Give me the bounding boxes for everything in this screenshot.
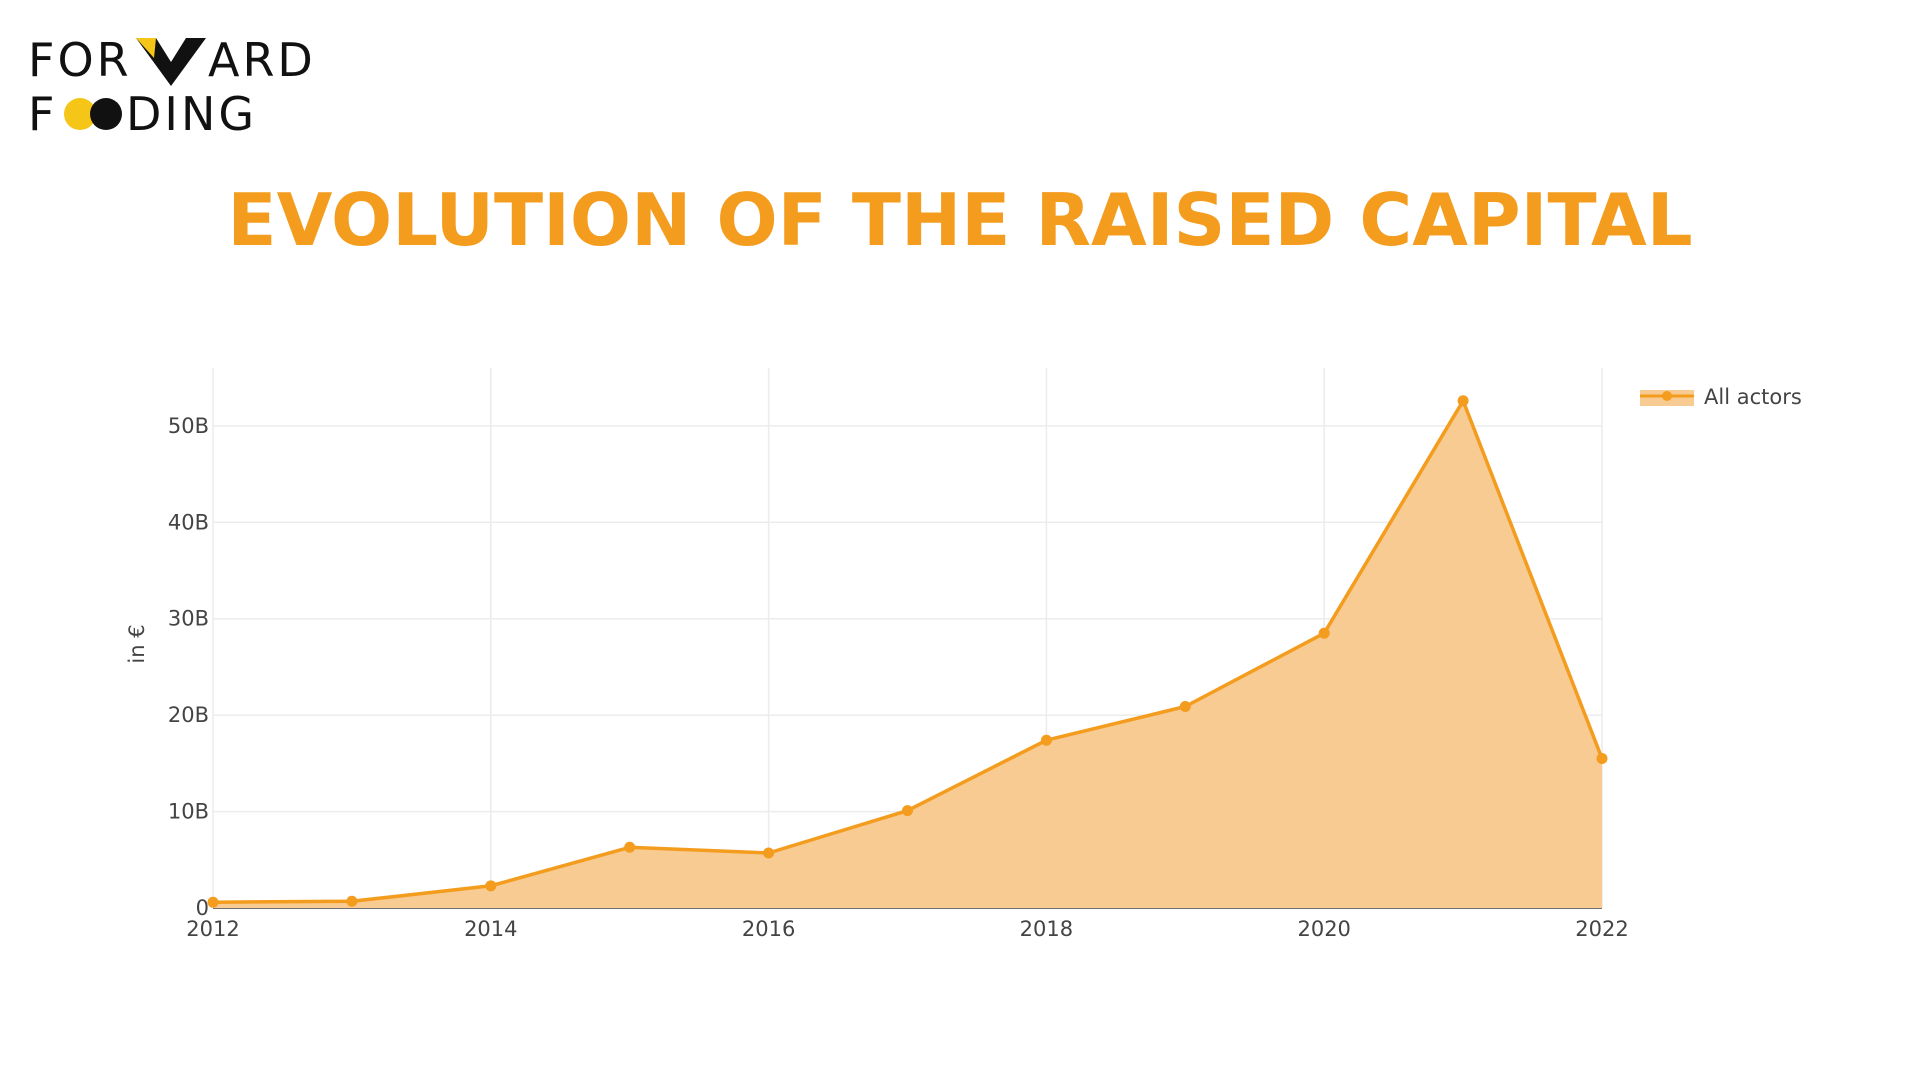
y-axis-ticks: 0 10B 20B 30B 40B 50B (168, 414, 209, 920)
y-tick-label-20B: 20B (168, 703, 209, 727)
x-tick-label-2018: 2018 (1020, 917, 1073, 941)
page-title: EVOLUTION OF THE RAISED CAPITAL (227, 178, 1693, 262)
data-point-2012[interactable] (207, 896, 219, 908)
data-point-2017[interactable] (902, 805, 913, 817)
logo-graphic: FOR ARD F DING (28, 33, 316, 141)
data-point-2019[interactable] (1179, 700, 1191, 712)
forward-fooding-logo: FOR ARD F DING (28, 28, 328, 141)
x-tick-label-2022: 2022 (1575, 917, 1628, 941)
data-point-2015[interactable] (624, 841, 636, 853)
logo-text-ard: ARD (208, 33, 316, 87)
y-tick-label-40B: 40B (168, 510, 209, 534)
data-point-2018[interactable] (1040, 734, 1052, 746)
w-chevron-icon (136, 38, 206, 86)
y-tick-label-0: 0 (196, 896, 209, 920)
x-tick-label-2016: 2016 (742, 917, 795, 941)
y-tick-label-30B: 30B (168, 607, 209, 631)
logo-text-for: FOR (28, 33, 132, 87)
double-circle-icon (64, 98, 122, 130)
data-point-2020[interactable] (1318, 627, 1330, 639)
x-tick-label-2014: 2014 (464, 917, 517, 941)
x-axis-ticks: 2012 2014 2016 2018 2020 2022 (186, 917, 1628, 941)
legend[interactable]: All actors (1640, 385, 1802, 409)
data-point-2016[interactable] (763, 847, 775, 859)
logo-text-ding: DING (126, 87, 257, 138)
series-area-fill (213, 400, 1602, 908)
y-tick-label-50B: 50B (168, 414, 209, 438)
y-tick-label-10B: 10B (168, 800, 209, 824)
logo-text-f: F (28, 87, 54, 138)
legend-swatch-marker (1662, 391, 1672, 401)
data-point-2013[interactable] (346, 895, 358, 907)
data-point-2022[interactable] (1596, 753, 1608, 765)
data-point-2021[interactable] (1457, 395, 1469, 407)
legend-entry-all-actors: All actors (1704, 385, 1802, 409)
x-tick-label-2020: 2020 (1297, 917, 1350, 941)
data-point-2014[interactable] (485, 880, 497, 892)
y-axis-label: in € (125, 624, 149, 663)
series-points (207, 395, 1608, 908)
x-tick-label-2012: 2012 (186, 917, 239, 941)
